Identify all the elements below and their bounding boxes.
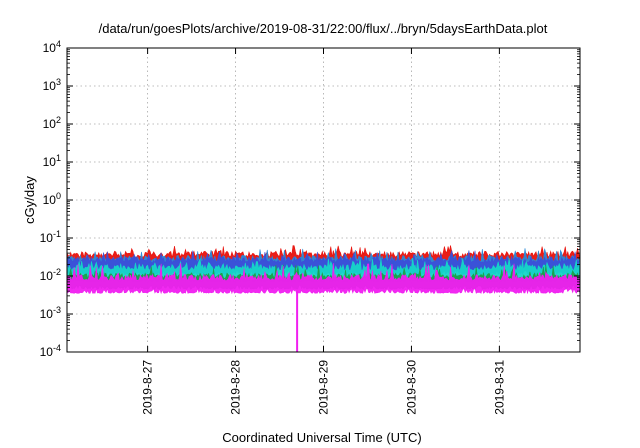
series-group [66,245,581,352]
y-axis-label: cGy/day [22,176,37,224]
x-tick-label: 2019-8-29 [317,360,331,415]
grid [67,48,580,352]
x-tick-label: 2019-8-31 [492,360,506,415]
y-tick-label: 104 [43,39,61,55]
x-axis-label: Coordinated Universal Time (UTC) [222,430,421,445]
y-tick-label: 102 [43,115,61,131]
y-tick-label: 10-2 [40,267,61,283]
chart-title: /data/run/goesPlots/archive/2019-08-31/2… [99,21,548,36]
y-tick-label: 100 [43,191,61,207]
y-tick-label: 10-1 [40,229,61,245]
axes: 10-4 10-3 10-2 10-1 100 101 102 103 104 2019-8-27… [40,39,580,415]
y-tick-label: 10-4 [40,343,61,359]
y-tick-label: 101 [43,153,61,169]
x-tick-label: 2019-8-30 [404,360,418,415]
y-tick-label: 103 [43,77,61,93]
y-tick-label: 10-3 [40,305,61,321]
x-tick-label: 2019-8-27 [141,360,155,415]
x-tick-label: 2019-8-28 [229,360,243,415]
